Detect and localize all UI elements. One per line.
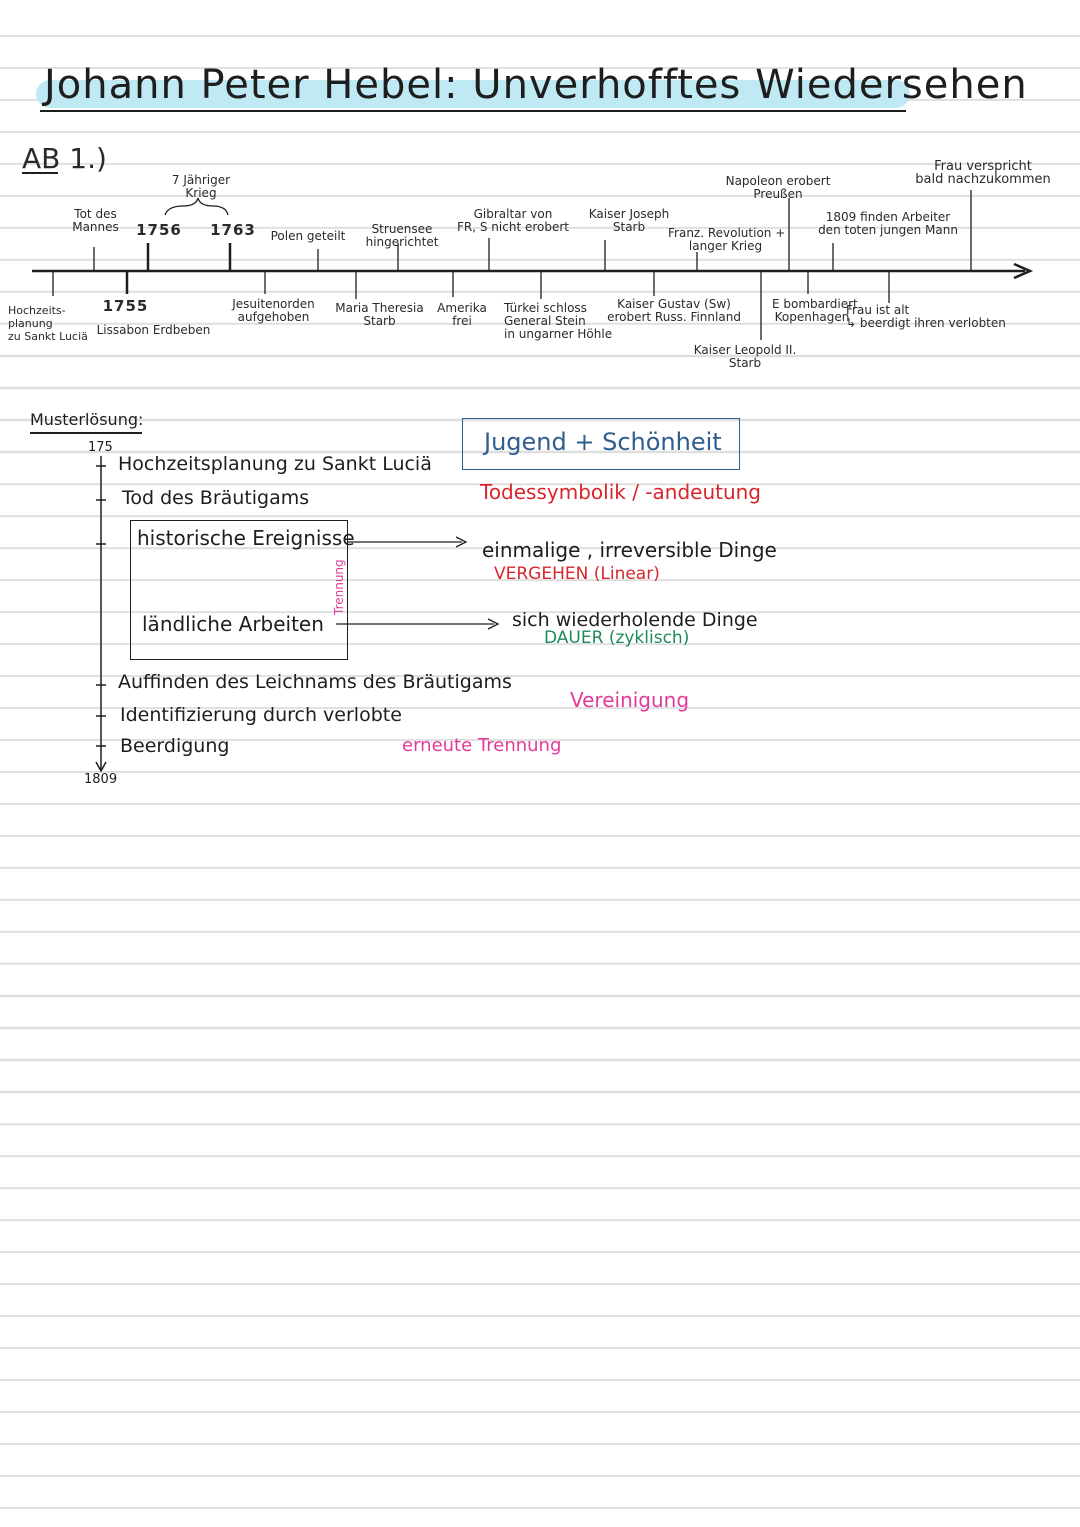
timeline-event: Türkei schloss General Stein in ungarner H… xyxy=(504,301,613,341)
arrow1-text: einmalige , irreversible Dinge xyxy=(482,538,777,562)
timeline-year: 1763 xyxy=(210,221,256,239)
title-underline xyxy=(40,110,906,112)
renewed-separation-label: erneute Trennung xyxy=(402,735,562,756)
youth-box xyxy=(462,418,740,470)
box-top-label: historische Ereignisse xyxy=(137,526,355,550)
arrow2-sub: DAUER (zyklisch) xyxy=(544,628,690,648)
solution-arrowhead xyxy=(95,761,107,773)
solution-heading-underline xyxy=(30,432,142,434)
death-symbol-label: Todessymbolik / -andeutung xyxy=(480,480,762,504)
timeline-event: 7 Jähriger Krieg xyxy=(171,173,231,200)
timeline-event: Kaiser Leopold II. Starb xyxy=(693,343,797,370)
timeline-event: Hochzeits-planung zu Sankt Luciä xyxy=(8,304,88,343)
timeline-event: Napoleon erobert Preußen xyxy=(725,174,831,201)
timeline-graphic xyxy=(32,190,1034,340)
timeline-arrowhead xyxy=(1013,262,1034,280)
timeline-event: Jesuitenorden aufgehoben xyxy=(232,297,315,324)
solution-item: Beerdigung xyxy=(120,735,230,757)
start-year: 175 xyxy=(88,440,113,455)
box-bottom-label: ländliche Arbeiten xyxy=(142,612,324,636)
timeline-event: Tot des Mannes xyxy=(72,207,119,234)
timeline-event: Lissabon Erdbeben xyxy=(96,323,211,337)
solution-item: Tod des Bräutigams xyxy=(122,487,310,509)
arrow1-sub: VERGEHEN (Linear) xyxy=(494,564,660,584)
war-brace xyxy=(164,197,229,216)
timeline-event: Struensee hingerichtet xyxy=(365,222,439,249)
timeline-year: 1756 xyxy=(136,221,182,239)
timeline-event: Frau verspricht bald nachzukommen xyxy=(915,159,1051,187)
title-highlight xyxy=(36,80,910,108)
timeline-event: Gibraltar von FR, S nicht erobert xyxy=(457,207,569,234)
timeline-year: 1755 xyxy=(102,297,149,315)
timeline-event: Kaiser Gustav (Sw) erobert Russ. Finnland xyxy=(607,297,741,324)
section-label: AB 1.) xyxy=(22,142,107,175)
timeline-event: 1809 finden Arbeiter den toten jungen Man… xyxy=(818,210,958,237)
ticks-below xyxy=(52,271,890,340)
solution-item: Auffinden des Leichnams des Bräutigams xyxy=(118,671,512,693)
timeline-event: Polen geteilt xyxy=(270,229,346,243)
solution-item: Hochzeitsplanung zu Sankt Luciä xyxy=(118,453,432,475)
timeline-event: Kaiser Joseph Starb xyxy=(588,207,670,234)
timeline-event: Maria Theresia Starb xyxy=(335,301,424,328)
section-underline xyxy=(22,172,58,174)
end-year: 1809 xyxy=(84,772,118,787)
solution-graphic xyxy=(95,456,500,773)
page-title: Johann Peter Hebel: Unverhofftes Wieders… xyxy=(44,62,1028,108)
union-label: Vereinigung xyxy=(570,688,690,712)
solution-item: Identifizierung durch verlobte xyxy=(120,704,402,726)
timeline-event: E bombardiert Kopenhagen xyxy=(772,297,858,324)
timeline-event: Frau ist alt ↳ beerdigt ihren verlobten xyxy=(846,303,1006,330)
ticks-above xyxy=(93,190,972,271)
timeline-event: Franz. Revolution + langer Krieg xyxy=(668,226,786,253)
arrow2-text: sich wiederholende Dinge xyxy=(512,609,758,631)
trennung-label: Trennung xyxy=(332,559,346,615)
solution-heading: Musterlösung: xyxy=(30,410,144,429)
events-box xyxy=(130,520,348,660)
youth-label: Jugend + Schönheit xyxy=(484,428,722,456)
timeline-event: Amerika frei xyxy=(437,301,487,328)
